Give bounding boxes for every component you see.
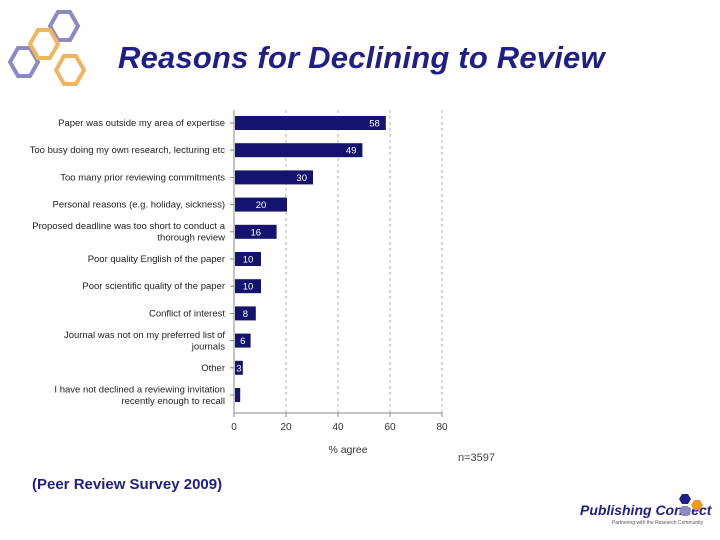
data-label: 58 [369, 119, 380, 130]
category-label: Proposed deadline was too short to condu… [32, 221, 225, 232]
category-label: Too many prior reviewing commitments [60, 172, 225, 183]
hex-right-icon [53, 54, 87, 86]
logo-name: Publishing Connect [580, 502, 712, 518]
category-label: thorough review [157, 233, 225, 244]
data-label: 8 [243, 309, 248, 320]
bar [235, 388, 241, 402]
bar [235, 279, 261, 294]
data-label: 49 [346, 146, 357, 157]
data-label: 10 [243, 255, 254, 266]
logo-mark-icon [679, 494, 703, 516]
category-label: Other [201, 363, 225, 374]
bar [235, 306, 256, 321]
category-label: journals [191, 341, 226, 352]
category-label: Personal reasons (e.g. holiday, sickness… [53, 200, 226, 211]
bar [235, 143, 363, 158]
x-tick-label: 20 [280, 422, 292, 433]
category-label: I have not declined a reviewing invitati… [54, 384, 225, 395]
slide-title: Reasons for Declining to Review [118, 40, 605, 75]
x-axis-title: % agree [328, 444, 367, 456]
bar [235, 252, 261, 266]
category-label: Poor scientific quality of the paper [82, 281, 225, 292]
data-label: 10 [243, 282, 254, 293]
category-label: Too busy doing my own research, lecturin… [30, 145, 226, 156]
data-label: 20 [256, 200, 267, 211]
source-citation: (Peer Review Survey 2009) [32, 476, 223, 493]
hex-top-icon [47, 10, 81, 42]
x-tick-label: 40 [332, 422, 344, 433]
category-label: Paper was outside my area of expertise [58, 118, 225, 129]
publishing-connect-logo: Publishing Connect Partnering with the R… [570, 492, 720, 540]
x-tick-label: 60 [384, 422, 396, 433]
bar [235, 197, 287, 212]
data-label: 3 [236, 363, 241, 374]
category-label: Poor quality English of the paper [88, 254, 225, 265]
data-label: 30 [296, 173, 307, 184]
x-tick-label: 80 [436, 422, 448, 433]
category-label: recently enough to recall [121, 396, 225, 407]
data-label: 16 [251, 227, 262, 238]
category-label: Journal was not on my preferred list of [64, 330, 225, 341]
bar [235, 170, 313, 185]
hexagon-logo-graphic [7, 10, 87, 86]
bar-chart: 58 Paper was outside my area of expertise… [30, 110, 448, 456]
data-label: 6 [240, 336, 245, 347]
bar [235, 360, 243, 375]
x-tick-label: 0 [231, 422, 237, 433]
category-label: Conflict of interest [149, 308, 225, 319]
sample-size: n=3597 [458, 452, 496, 464]
bar [235, 333, 251, 348]
logo-tagline: Partnering with the Research Community [612, 520, 704, 526]
bar [235, 116, 386, 130]
hex-middle-icon [27, 28, 61, 60]
bar [235, 224, 277, 239]
